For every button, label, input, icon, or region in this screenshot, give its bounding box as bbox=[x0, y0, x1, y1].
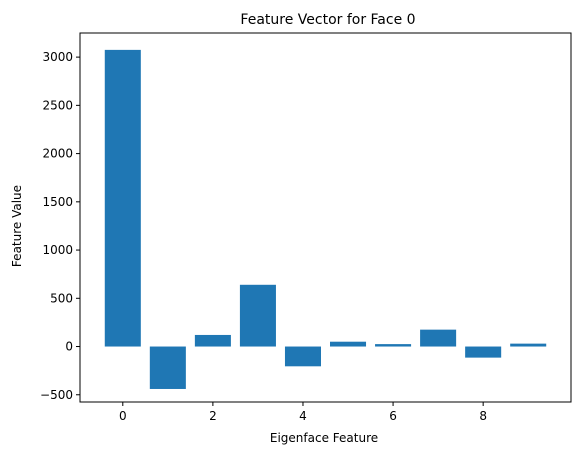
bar-8 bbox=[465, 346, 502, 358]
plot-frame bbox=[79, 32, 572, 403]
y-tick-label: 1000 bbox=[42, 243, 73, 257]
bar-1 bbox=[149, 346, 186, 389]
x-tick-label: 0 bbox=[119, 409, 127, 423]
bars-group bbox=[104, 49, 547, 389]
x-axis-label: Eigenface Feature bbox=[270, 431, 378, 445]
y-tick-label: 1500 bbox=[42, 195, 73, 209]
bar-5 bbox=[330, 341, 367, 347]
x-tick-label: 2 bbox=[209, 409, 217, 423]
chart-title: Feature Vector for Face 0 bbox=[240, 12, 415, 28]
bar-2 bbox=[194, 334, 231, 347]
y-tick-label: 2500 bbox=[42, 98, 73, 112]
bar-3 bbox=[239, 284, 276, 347]
y-axis-ticks: −500 0 500 1000 1500 2000 2500 3000 bbox=[40, 50, 80, 402]
y-tick-label: 500 bbox=[50, 291, 73, 305]
y-tick-label: −500 bbox=[40, 388, 73, 402]
y-tick-label: 3000 bbox=[42, 50, 73, 64]
y-tick-label: 2000 bbox=[42, 147, 73, 161]
x-tick-label: 8 bbox=[479, 409, 487, 423]
bar-7 bbox=[420, 329, 457, 347]
bar-9 bbox=[510, 343, 547, 347]
x-tick-label: 6 bbox=[389, 409, 397, 423]
bar-4 bbox=[284, 346, 321, 367]
x-axis-ticks: 0 2 4 6 8 bbox=[119, 402, 487, 423]
y-tick-label: 0 bbox=[65, 340, 73, 354]
y-axis-label: Feature Value bbox=[10, 185, 24, 267]
x-tick-label: 4 bbox=[299, 409, 307, 423]
bar-6 bbox=[375, 344, 412, 347]
bar-0 bbox=[104, 49, 141, 347]
